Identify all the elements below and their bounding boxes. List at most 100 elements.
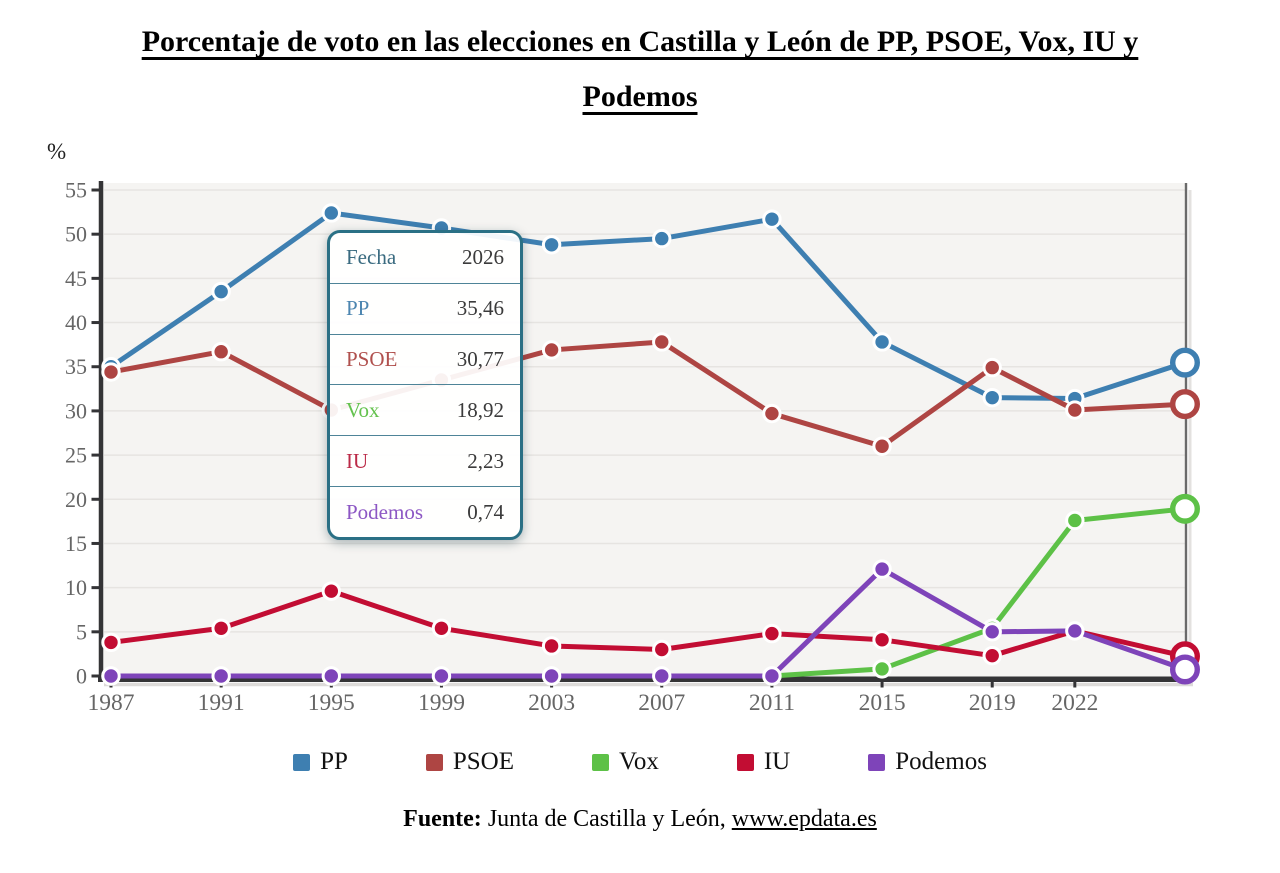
- data-point-podemos-1999[interactable]: [431, 666, 452, 686]
- data-point-iu-2019[interactable]: [982, 645, 1002, 666]
- legend-item-iu[interactable]: IU: [736, 748, 791, 776]
- data-point-iu-2007[interactable]: [652, 639, 672, 660]
- x-tick-label-1995: 1995: [308, 690, 355, 716]
- data-point-pp-1991[interactable]: [211, 281, 231, 302]
- data-point-pp-1995[interactable]: [321, 203, 342, 223]
- legend-label: IU: [763, 748, 791, 775]
- data-point-vox-2022[interactable]: [1065, 510, 1085, 531]
- tooltip-row-fecha: Fecha 2026: [330, 233, 520, 284]
- legend-item-psoe[interactable]: PSOE: [425, 748, 514, 776]
- y-tick-label-15: 15: [65, 531, 87, 556]
- data-point-vox-2015[interactable]: [872, 659, 892, 679]
- data-point-pp-2015[interactable]: [872, 332, 892, 352]
- legend-label: Vox: [619, 748, 659, 775]
- y-axis-unit-label: %: [47, 139, 67, 164]
- tooltip-label: Vox: [346, 397, 380, 422]
- data-point-iu-2015[interactable]: [872, 630, 892, 650]
- y-tick-label-50: 50: [65, 222, 87, 247]
- y-tick-label-10: 10: [65, 575, 87, 600]
- data-point-psoe-2022[interactable]: [1065, 400, 1085, 420]
- line-chart-svg[interactable]: 0 5 10 15 20 25 30 35 40 45 50 55 1987 1991 1995 1999 20…: [0, 150, 1280, 725]
- y-tick-label-5: 5: [76, 619, 87, 644]
- legend-swatch-podemos: [868, 753, 886, 771]
- data-point-psoe-2019[interactable]: [982, 357, 1002, 378]
- y-tick-label-45: 45: [65, 266, 87, 291]
- tooltip-value: 2,23: [467, 448, 504, 473]
- chart-area[interactable]: 0 5 10 15 20 25 30 35 40 45 50 55 1987 1991 1995 1999 20…: [0, 150, 1280, 725]
- data-point-podemos-2003[interactable]: [541, 666, 562, 686]
- data-point-psoe-2011[interactable]: [762, 403, 782, 424]
- data-point-podemos-2011[interactable]: [762, 666, 782, 686]
- tooltip-value: 0,74: [467, 499, 504, 524]
- data-point-pp-2011[interactable]: [762, 209, 782, 229]
- tooltip-row-podemos: Podemos 0,74: [330, 487, 520, 537]
- data-point-vox-2026[interactable]: [1169, 493, 1200, 524]
- data-point-podemos-1991[interactable]: [211, 666, 231, 686]
- data-point-pp-2007[interactable]: [652, 228, 672, 249]
- source-line: Fuente: Junta de Castilla y León, www.ep…: [0, 806, 1280, 833]
- tooltip-label: PP: [346, 296, 370, 321]
- data-point-psoe-1987[interactable]: [101, 362, 121, 382]
- x-tick-label-2003: 2003: [528, 690, 575, 716]
- y-tick-label-40: 40: [65, 310, 87, 335]
- tooltip-label: IU: [346, 448, 369, 473]
- data-point-podemos-2026[interactable]: [1169, 654, 1200, 685]
- tooltip-row-psoe: PSOE 30,77: [330, 335, 520, 386]
- data-point-psoe-2015[interactable]: [872, 436, 892, 456]
- data-point-iu-1999[interactable]: [431, 618, 452, 638]
- x-tick-label-2007: 2007: [638, 690, 685, 716]
- data-point-podemos-1995[interactable]: [321, 666, 342, 686]
- tooltip-label: PSOE: [346, 347, 398, 372]
- chart-legend: PP PSOE Vox IU Podemos: [0, 748, 1280, 776]
- y-tick-label-20: 20: [65, 487, 87, 512]
- data-point-podemos-2019[interactable]: [982, 622, 1002, 642]
- data-point-iu-2003[interactable]: [541, 636, 562, 656]
- data-point-podemos-2007[interactable]: [652, 666, 672, 686]
- y-tick-label-35: 35: [65, 354, 87, 379]
- x-tick-label-1999: 1999: [418, 690, 465, 716]
- y-tick-label-25: 25: [65, 443, 87, 468]
- y-tick-label-55: 55: [65, 177, 87, 202]
- data-point-psoe-2007[interactable]: [652, 332, 672, 352]
- x-tick-label-2019: 2019: [969, 690, 1016, 716]
- data-point-podemos-2022[interactable]: [1065, 621, 1085, 641]
- tooltip-label: Fecha: [346, 245, 397, 270]
- x-tick-label-2022: 2022: [1051, 690, 1098, 716]
- tooltip-value: 35,46: [456, 296, 504, 321]
- data-point-iu-2011[interactable]: [762, 623, 782, 644]
- tooltip-row-pp: PP 35,46: [330, 284, 520, 335]
- x-tick-label-2015: 2015: [859, 690, 906, 716]
- data-point-iu-1995[interactable]: [321, 581, 342, 601]
- tooltip-label: Podemos: [346, 499, 424, 524]
- source-prefix: Fuente:: [403, 806, 482, 832]
- y-tick-label-0: 0: [76, 664, 87, 689]
- legend-swatch-iu: [736, 753, 754, 771]
- legend-label: Podemos: [895, 748, 987, 775]
- source-link[interactable]: www.epdata.es: [731, 806, 877, 832]
- tooltip-value: 30,77: [456, 347, 504, 372]
- y-tick-label-30: 30: [65, 398, 87, 423]
- data-point-podemos-2015[interactable]: [872, 559, 892, 579]
- source-text: Junta de Castilla y León,: [481, 806, 732, 832]
- data-point-pp-2019[interactable]: [982, 387, 1002, 408]
- chart-title: Porcentaje de voto en las elecciones en …: [141, 25, 1139, 113]
- data-point-iu-1991[interactable]: [211, 618, 231, 638]
- data-point-psoe-2026[interactable]: [1169, 389, 1200, 420]
- legend-swatch-vox: [592, 753, 610, 771]
- data-point-pp-2026[interactable]: [1169, 347, 1200, 378]
- legend-item-pp[interactable]: PP: [293, 748, 348, 776]
- legend-item-vox[interactable]: Vox: [592, 748, 659, 776]
- legend-item-podemos[interactable]: Podemos: [868, 748, 987, 776]
- x-tick-label-1987: 1987: [88, 690, 135, 716]
- data-point-iu-1987[interactable]: [101, 632, 121, 653]
- data-point-psoe-1991[interactable]: [211, 342, 231, 362]
- plot-background: [103, 183, 1186, 679]
- legend-label: PP: [320, 748, 348, 775]
- data-point-pp-2003[interactable]: [541, 235, 562, 255]
- tooltip-value: 18,92: [456, 397, 504, 422]
- data-point-podemos-1987[interactable]: [101, 666, 121, 686]
- data-point-psoe-2003[interactable]: [541, 340, 562, 360]
- tooltip-row-iu: IU 2,23: [330, 436, 520, 488]
- x-tick-label-1991: 1991: [198, 690, 245, 716]
- legend-swatch-pp: [293, 753, 311, 771]
